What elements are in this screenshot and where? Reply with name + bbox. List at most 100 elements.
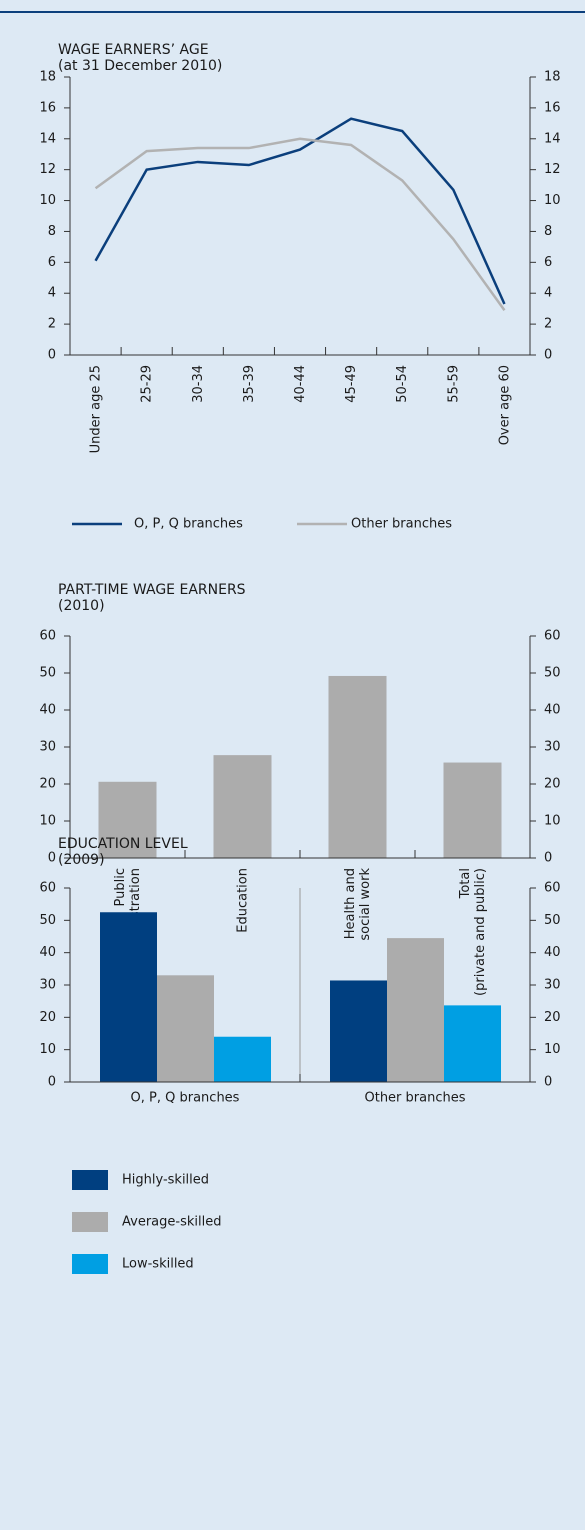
y2-tick-label: 40: [544, 703, 561, 718]
x-tick-label-line: Health and: [343, 868, 358, 939]
y2-tick-label: 10: [544, 814, 561, 829]
chart-subtitle: (2010): [58, 598, 105, 614]
y-tick-label: 40: [39, 945, 56, 960]
top-rule: [0, 11, 585, 13]
y2-tick-label: 10: [544, 193, 561, 208]
x-tick-label-line: Public: [113, 868, 128, 906]
y-tick-label: 0: [48, 851, 56, 866]
x-tick-label: Education: [235, 868, 250, 933]
legend-label: O, P, Q branches: [134, 517, 243, 532]
x-tick-label: Under age 25: [88, 365, 103, 453]
x-tick-label: 40-44: [293, 365, 308, 403]
x-tick-label-line: Total: [458, 868, 473, 899]
y2-tick-label: 30: [544, 740, 561, 755]
bar: [98, 781, 157, 858]
y-tick-label: 40: [39, 703, 56, 718]
x-tick-label-line: 45-49: [344, 365, 359, 403]
y2-tick-label: 40: [544, 945, 561, 960]
x-tick-label: Health andsocial work: [343, 868, 373, 941]
y2-tick-label: 16: [544, 100, 561, 115]
legend-swatch: [72, 1254, 108, 1274]
y-tick-label: 20: [39, 1010, 56, 1025]
y2-tick-label: 0: [544, 851, 552, 866]
x-tick-label: 30-34: [190, 365, 205, 403]
y-tick-label: 12: [39, 162, 56, 177]
x-tick-label: O, P, Q branches: [131, 1091, 240, 1106]
x-tick-label-line: Over age 60: [497, 365, 512, 445]
y-tick-label: 10: [39, 814, 56, 829]
x-tick-label: 50-54: [395, 365, 410, 403]
y-tick-label: 6: [48, 255, 56, 270]
y-tick-label: 10: [39, 1042, 56, 1057]
y2-tick-label: 10: [544, 1042, 561, 1057]
y2-tick-label: 18: [544, 70, 561, 85]
x-tick-label: Total(private and public): [458, 868, 488, 996]
series-line: [94, 137, 506, 311]
bar: [443, 762, 502, 858]
chart-subtitle: (2009): [58, 852, 105, 868]
y2-tick-label: 4: [544, 286, 552, 301]
chart-title: PART-TIME WAGE EARNERS: [58, 582, 246, 598]
legend-swatch: [72, 1212, 108, 1232]
y-tick-label: 20: [39, 777, 56, 792]
x-tick-label-line: 50-54: [395, 365, 410, 403]
x-tick-label: 55-59: [446, 365, 461, 403]
x-tick-label-line: (private and public): [473, 868, 488, 996]
x-tick-label-line: 30-34: [190, 365, 205, 403]
y-tick-label: 30: [39, 978, 56, 993]
bar: [100, 912, 157, 1082]
y-tick-label: 8: [48, 224, 56, 239]
x-tick-label-line: 35-39: [241, 365, 256, 403]
y2-tick-label: 14: [544, 131, 561, 146]
y2-tick-label: 60: [544, 629, 561, 644]
legend-label: Low-skilled: [122, 1257, 194, 1272]
x-tick-label: 45-49: [344, 365, 359, 403]
bar: [157, 975, 214, 1082]
bar: [444, 1005, 501, 1082]
x-tick-label-line: 55-59: [446, 365, 461, 403]
series-line: [94, 117, 506, 305]
y2-tick-label: 0: [544, 348, 552, 363]
y-tick-label: 50: [39, 666, 56, 681]
legend-label: Highly-skilled: [122, 1173, 209, 1188]
x-tick-label-line: Education: [235, 868, 250, 933]
y-tick-label: 60: [39, 629, 56, 644]
x-tick-label-line: 25-29: [139, 365, 154, 403]
bar: [330, 980, 387, 1082]
y2-tick-label: 2: [544, 317, 552, 332]
legend-label: Average-skilled: [122, 1215, 221, 1230]
y-tick-label: 4: [48, 286, 56, 301]
x-tick-label-line: Under age 25: [88, 365, 103, 453]
chart-title: WAGE EARNERS’ AGE: [58, 42, 209, 58]
y2-tick-label: 30: [544, 978, 561, 993]
chart-subtitle: (at 31 December 2010): [58, 58, 222, 74]
x-tick-label: 35-39: [241, 365, 256, 403]
x-tick-label: Over age 60: [497, 365, 512, 445]
x-tick-label-line: 40-44: [293, 365, 308, 403]
y-tick-label: 30: [39, 740, 56, 755]
y-tick-label: 50: [39, 913, 56, 928]
y-tick-label: 18: [39, 70, 56, 85]
y2-tick-label: 50: [544, 913, 561, 928]
y2-tick-label: 12: [544, 162, 561, 177]
y2-tick-label: 8: [544, 224, 552, 239]
legend-label: Other branches: [351, 517, 452, 532]
y2-tick-label: 50: [544, 666, 561, 681]
y2-tick-label: 20: [544, 777, 561, 792]
y-tick-label: 2: [48, 317, 56, 332]
y-tick-label: 16: [39, 100, 56, 115]
y-tick-label: 14: [39, 131, 56, 146]
y-tick-label: 60: [39, 881, 56, 896]
x-tick-label: 25-29: [139, 365, 154, 403]
legend-swatch: [72, 1170, 108, 1190]
y-tick-label: 0: [48, 1075, 56, 1090]
y2-tick-label: 60: [544, 881, 561, 896]
x-tick-label-line: social work: [358, 868, 373, 941]
bar: [213, 755, 272, 858]
bar: [214, 1036, 271, 1082]
y-tick-label: 10: [39, 193, 56, 208]
y2-tick-label: 6: [544, 255, 552, 270]
y2-tick-label: 0: [544, 1075, 552, 1090]
